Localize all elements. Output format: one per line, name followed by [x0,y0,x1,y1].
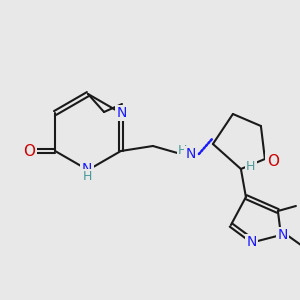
Text: N: N [278,228,288,242]
Text: N: N [186,147,196,161]
Text: H: H [246,160,256,172]
Text: N: N [247,235,257,249]
Text: H: H [82,170,92,184]
Text: O: O [23,143,35,158]
Text: H: H [178,143,188,157]
Text: N: N [82,162,92,176]
Text: O: O [267,154,279,169]
Text: N: N [117,106,127,120]
